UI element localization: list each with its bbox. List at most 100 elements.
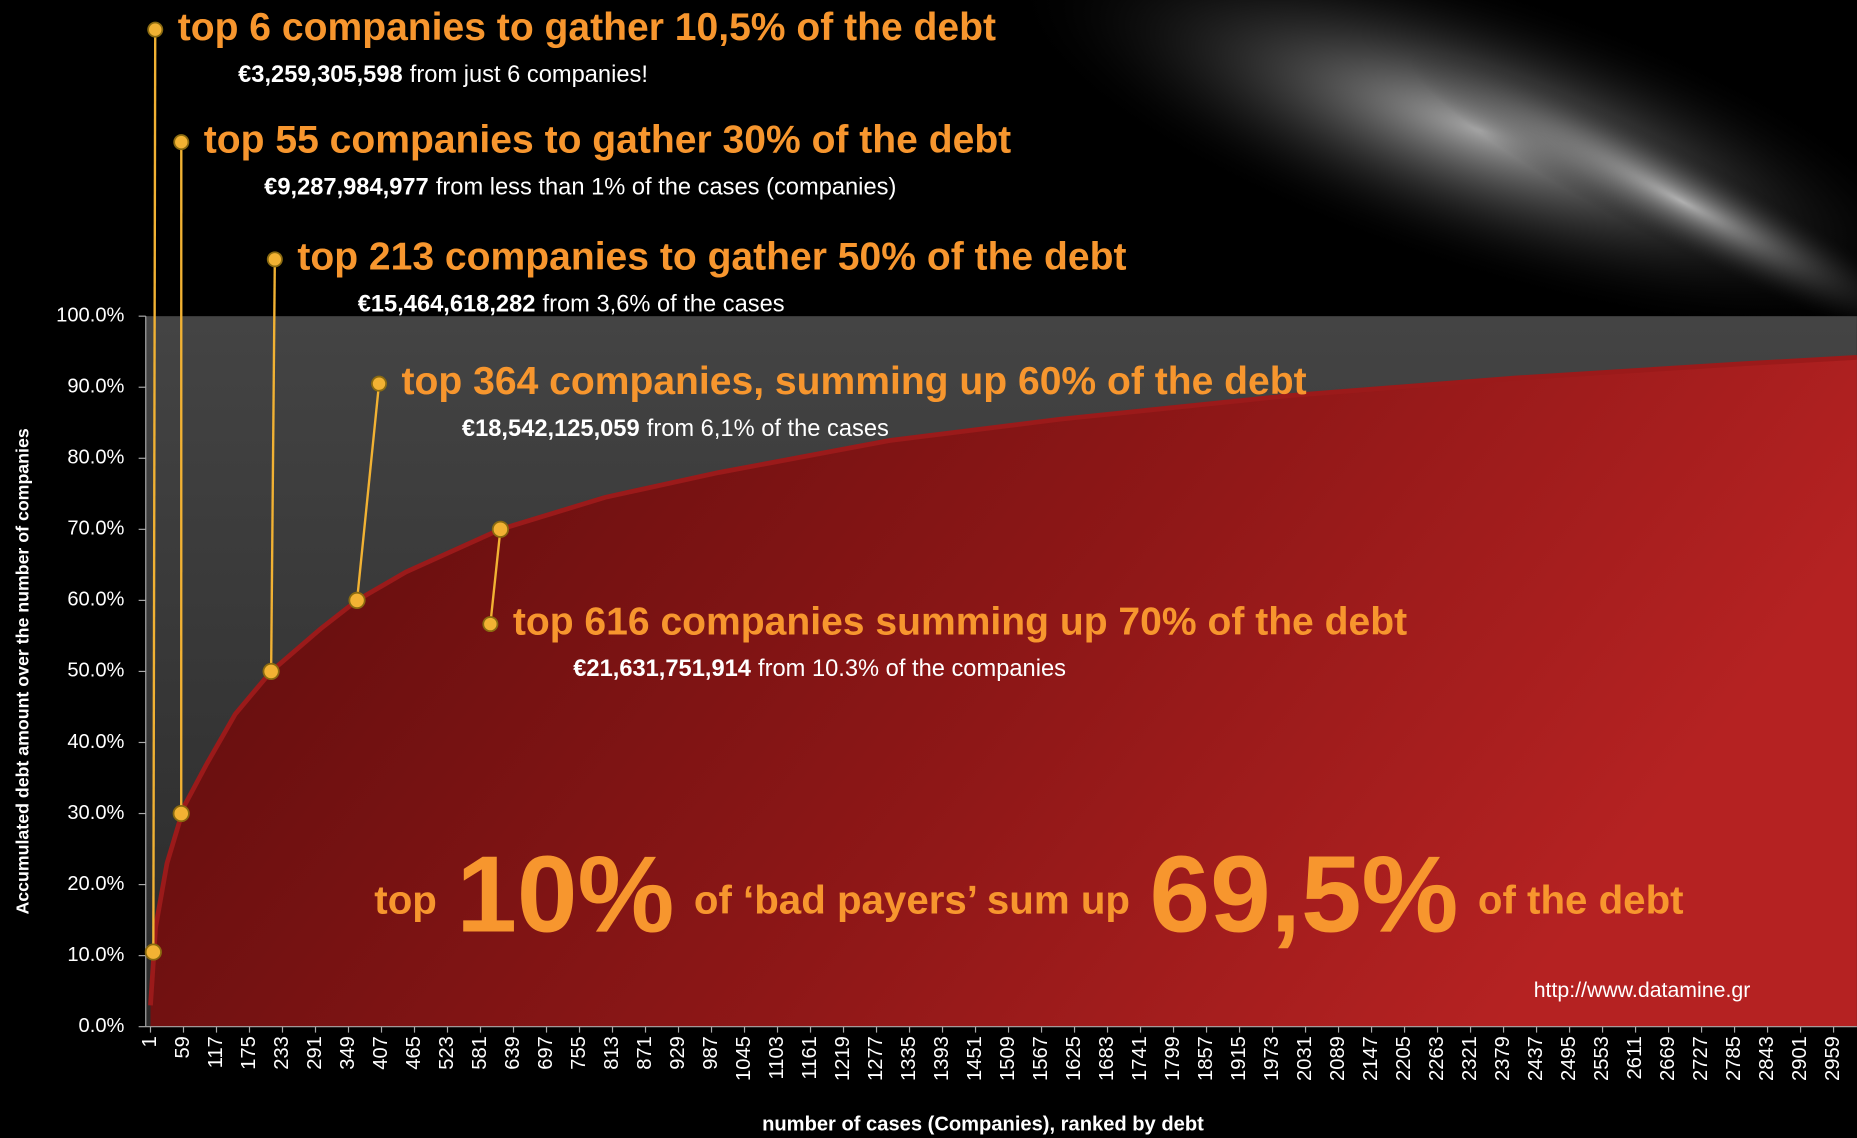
x-tick-label: 2669 [1657,1036,1679,1081]
x-tick-label: 1161 [799,1036,821,1079]
annotation-amount: €18,542,125,059 [462,416,640,442]
y-tick-label: 70.0% [67,518,124,540]
annotation-note: from less than 1% of the cases (companie… [436,175,897,201]
source: http://www.datamine.gr [1534,978,1751,1002]
annotation-subtitle: €9,287,984,977 from less than 1% of the c… [264,175,896,201]
x-tick-label: 1277 [865,1036,887,1081]
x-tick-label: 523 [436,1036,458,1070]
x-tick-label: 2205 [1393,1036,1415,1081]
x-tick-label: 1451 [964,1036,986,1081]
x-tick-label: 465 [403,1036,425,1070]
headline-part: of the debt [1478,877,1684,922]
connector [489,529,502,625]
annotation-subtitle: €21,631,751,914 from 10.3% of the compani… [573,656,1066,682]
y-tick-label: 50.0% [67,660,124,682]
marker [348,591,366,609]
x-tick-label: 697 [535,1036,557,1070]
x-tick-label: 2321 [1459,1036,1481,1081]
annotation-title: top 55 companies to gather 30% of the de… [204,118,1011,161]
annotation-amount: €9,287,984,977 [264,175,429,201]
annotation-amount: €3,259,305,598 [238,62,403,88]
annotation-note: from 3,6% of the cases [543,292,785,318]
label-dot [147,21,164,38]
headline-part: 69,5% [1150,833,1459,955]
connector [152,29,157,953]
connector [269,259,277,672]
annotation-note: from just 6 companies! [410,62,648,88]
x-tick-label: 2727 [1690,1036,1712,1081]
x-tick-label: 117 [205,1036,227,1068]
headline-part: 10% [456,833,674,955]
x-tick-label: 755 [568,1036,590,1070]
x-tick-label: 291 [304,1036,326,1070]
y-tick-label: 0.0% [79,1015,125,1037]
x-tick-label: 1567 [1030,1036,1052,1081]
y-tick-label: 100.0% [56,304,124,326]
marker [172,804,190,823]
annotation-title: top 364 companies, summing up 60% of the… [402,360,1307,403]
y-tick-label: 40.0% [67,731,124,753]
x-tick-label: 1509 [997,1036,1019,1081]
x-tick-label: 813 [601,1036,623,1070]
headline: top 10% of ‘bad payers’ sum up 69,5% of … [374,833,1683,955]
x-tick-label: 1393 [931,1036,953,1081]
y-tick-label: 20.0% [67,873,124,895]
x-tick-label: 581 [469,1036,491,1070]
x-tick-label: 1219 [832,1036,854,1081]
label-dot [266,251,283,268]
x-tick-label: 2959 [1822,1036,1844,1081]
y-tick-label: 90.0% [67,376,124,398]
marker [491,520,510,538]
annotation-title: top 616 companies summing up 70% of the … [513,600,1407,643]
x-tick-label: 1625 [1063,1036,1085,1081]
x-tick-label: 1973 [1261,1036,1283,1081]
annotation-title: top 6 companies to gather 10,5% of the d… [178,6,996,49]
label-dot [173,134,190,151]
y-axis-title: Accumulated debt amount over the number … [12,428,32,914]
area [150,357,1857,1027]
x-tick-label: 1045 [733,1036,755,1081]
annotation-title: top 213 companies to gather 50% of the d… [297,236,1126,279]
x-tick-label: 1857 [1195,1036,1217,1081]
x-tick-label: 349 [337,1036,359,1070]
y-tick-label: 80.0% [67,447,124,469]
x-tick-label: 871 [634,1036,656,1070]
annotation-note: from 10.3% of the companies [758,656,1066,682]
x-tick-label: 2263 [1426,1036,1448,1081]
y-tick-label: 60.0% [67,589,124,611]
x-tick-label: 2785 [1723,1036,1745,1081]
x-tick-label: 1335 [898,1036,920,1081]
headline-part: of ‘bad payers’ sum up [694,877,1130,922]
annotation-amount: €15,464,618,282 [358,292,536,318]
x-tick-label: 233 [271,1036,293,1070]
x-tick-label: 1799 [1162,1036,1184,1081]
annotation-subtitle: €3,259,305,598 from just 6 companies! [238,62,648,88]
x-tick-label: 1741 [1129,1036,1151,1081]
x-tick-label: 2147 [1360,1036,1382,1081]
x-tick-label: 2437 [1525,1036,1547,1081]
x-tick-label: 2089 [1327,1036,1349,1081]
x-tick-label: 175 [238,1036,260,1070]
connector [355,383,381,601]
x-tick-label: 987 [700,1036,722,1070]
annotation-subtitle: €15,464,618,282 from 3,6% of the cases [358,292,785,318]
y-tick-label: 30.0% [67,802,124,824]
marker [262,662,280,681]
annotation-subtitle: €18,542,125,059 from 6,1% of the cases [462,416,889,442]
x-tick-label: 2901 [1789,1036,1811,1081]
x-tick-label: 639 [502,1036,524,1070]
y-tick-label: 10.0% [67,944,124,966]
x-tick-label: 2495 [1558,1036,1580,1081]
x-tick-label: 2031 [1294,1036,1316,1081]
x-tick-label: 1915 [1228,1036,1250,1081]
x-tick-label: 2553 [1591,1036,1613,1081]
x-tick-label: 2611 [1624,1036,1646,1079]
annotation-amount: €21,631,751,914 [573,656,752,682]
x-axis-title: number of cases (Companies), ranked by d… [762,1113,1204,1135]
x-tick-label: 1 [139,1036,161,1047]
x-tick-label: 1683 [1096,1036,1118,1081]
annotation-note: from 6,1% of the cases [647,416,889,442]
x-tick-label: 2843 [1756,1036,1778,1081]
